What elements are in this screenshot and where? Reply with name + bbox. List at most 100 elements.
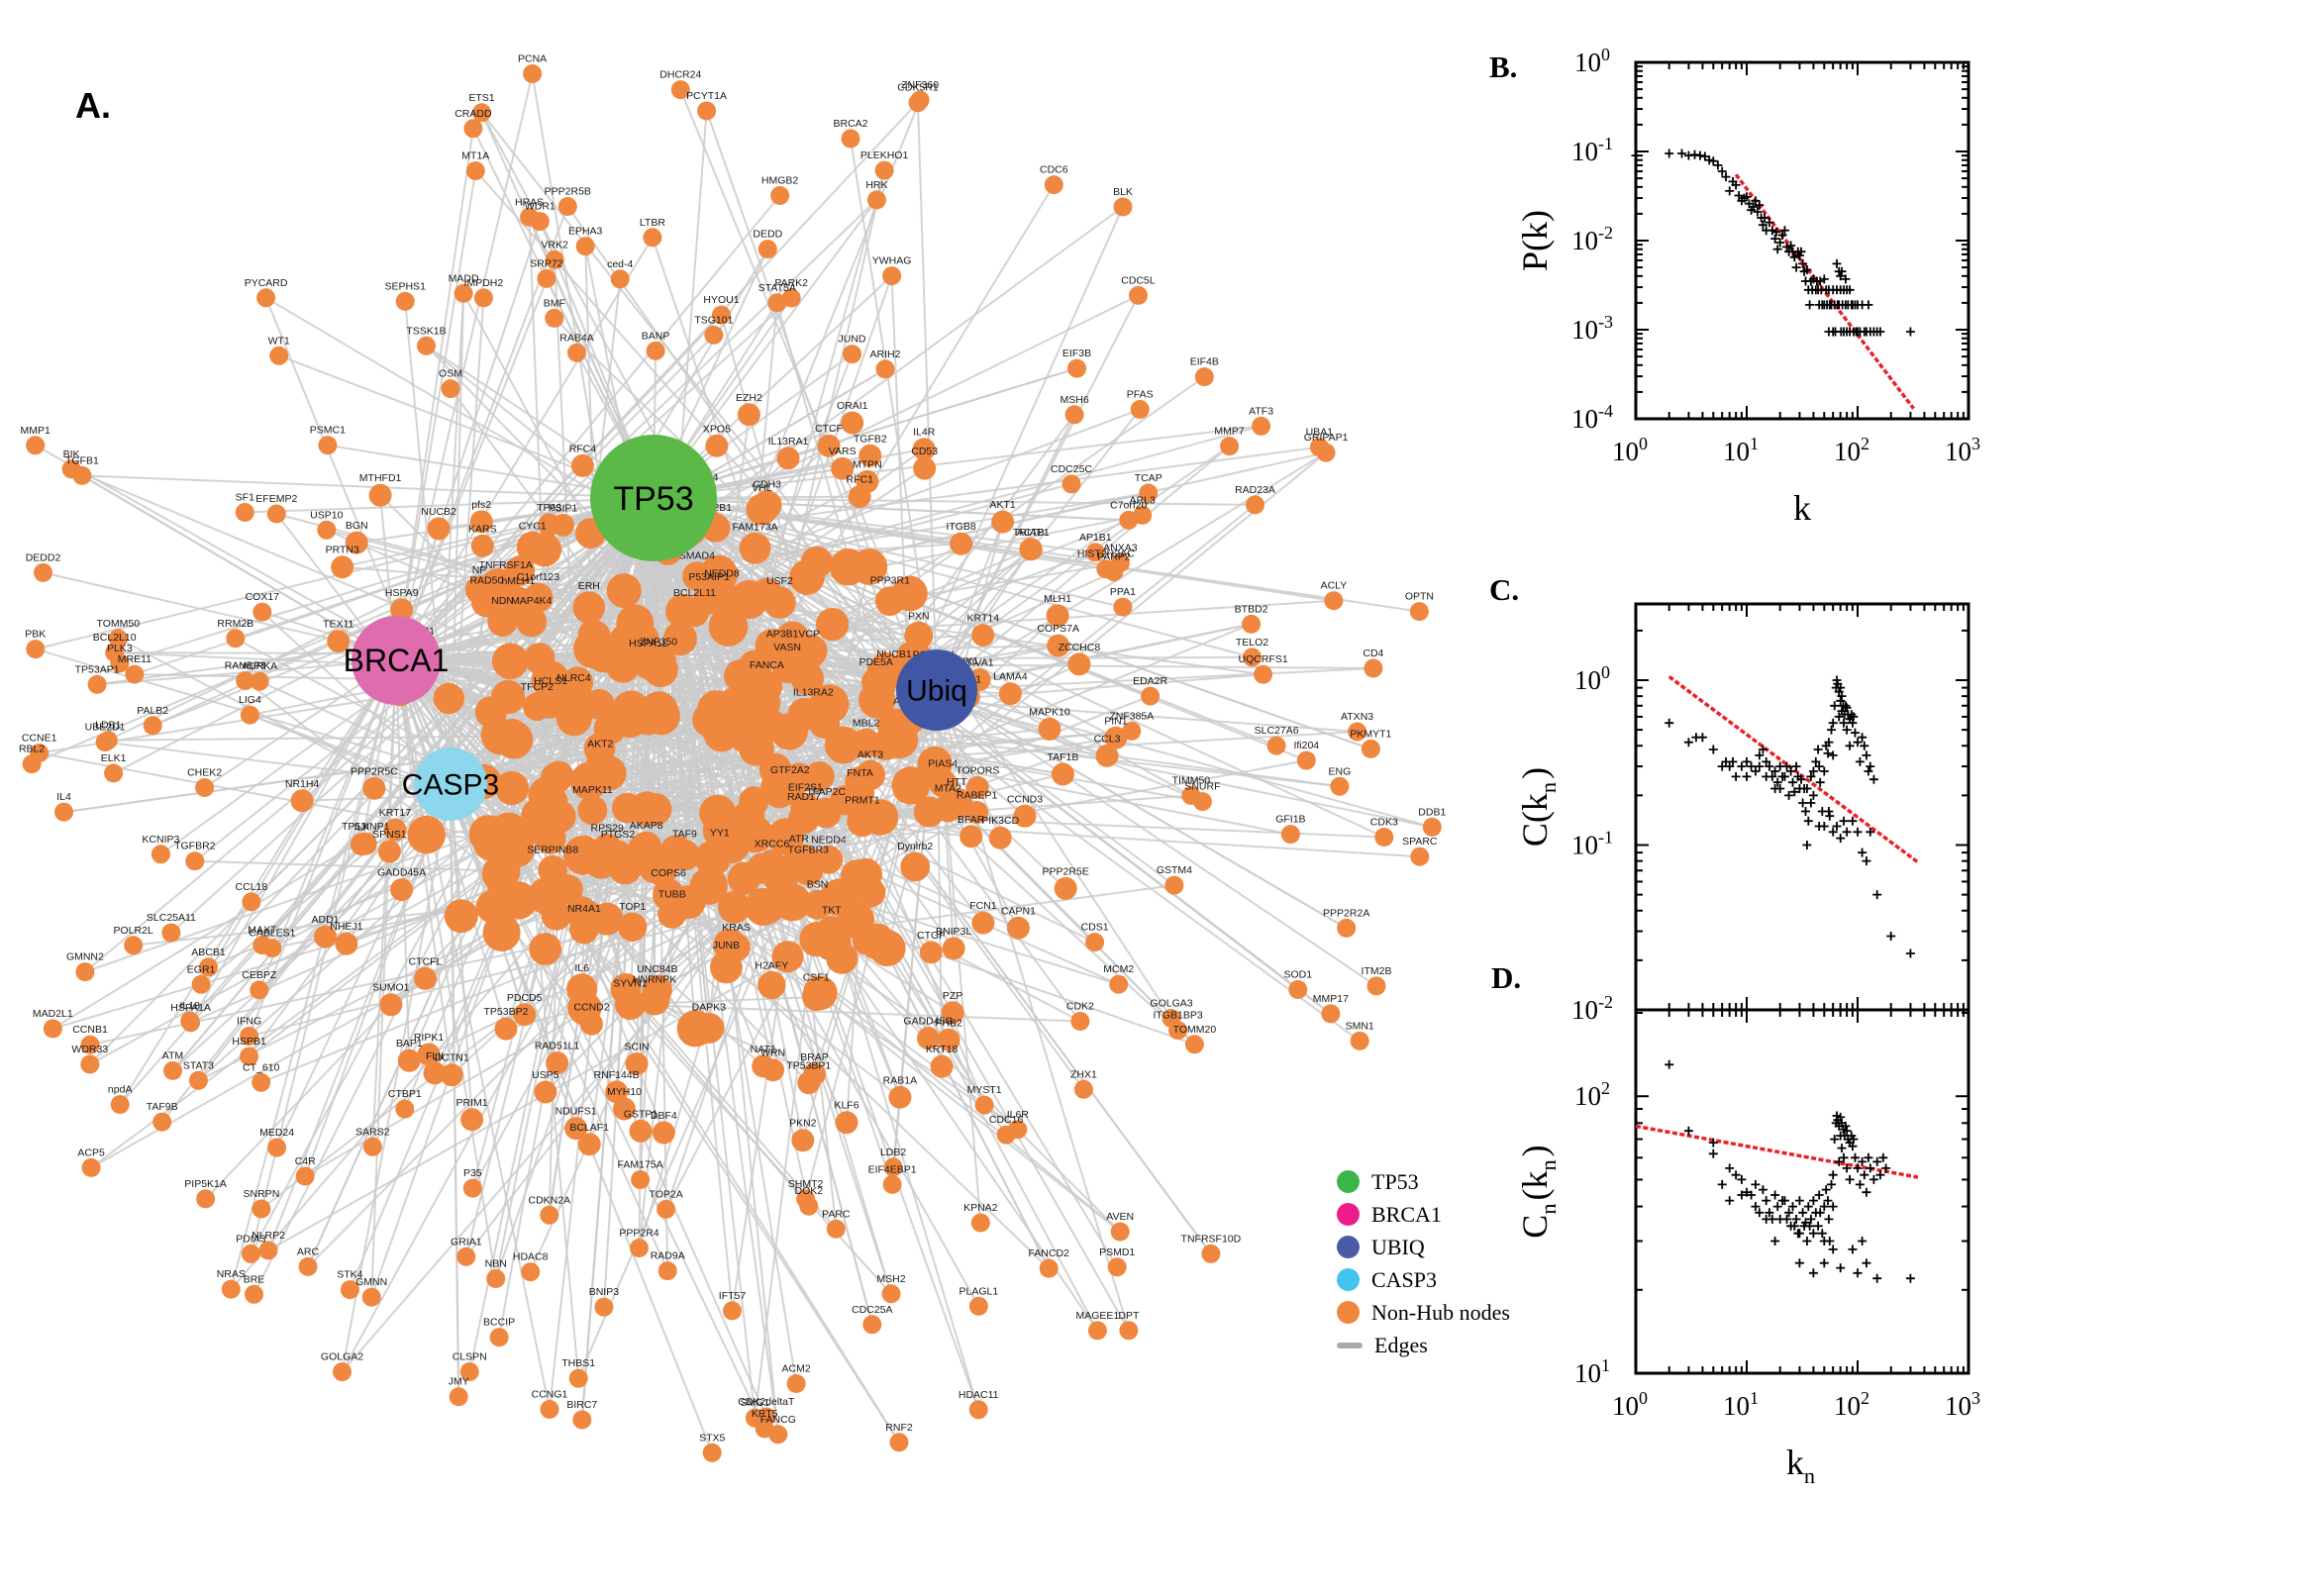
network-node xyxy=(889,1433,909,1452)
network-node xyxy=(960,825,983,848)
network-node-label: HSPB1 xyxy=(232,1036,266,1047)
network-node xyxy=(758,849,786,878)
axis-tick-label: 10-3 xyxy=(1571,312,1613,345)
network-node xyxy=(891,766,931,805)
axis-tick-label: 10-1 xyxy=(1571,134,1613,166)
axis-title: C(kn ) xyxy=(1515,767,1561,847)
network-node-label: KRAS xyxy=(722,922,751,934)
axis-tick-label: 101 xyxy=(1723,434,1759,466)
network-node-label: GADD45G xyxy=(903,1016,953,1028)
scatter-point xyxy=(1814,1190,1824,1200)
scatter-point xyxy=(1683,1126,1693,1136)
network-node xyxy=(758,240,777,259)
network-node xyxy=(108,629,128,648)
hub-node-brca1 xyxy=(352,616,441,705)
network-node-label: CTCFL xyxy=(409,955,443,967)
scatter-point xyxy=(1742,756,1752,766)
network-node-label: MAGEE1 xyxy=(1076,1310,1120,1322)
network-node xyxy=(1181,786,1201,805)
network-node xyxy=(630,1239,649,1257)
network-node xyxy=(252,936,272,955)
network-node xyxy=(417,336,436,355)
network-node-label: MSH2 xyxy=(876,1273,905,1285)
network-node-label: NAT1 xyxy=(751,1044,776,1055)
network-node xyxy=(1064,405,1084,425)
network-node-label: EGR1 xyxy=(187,963,216,975)
scatter-point xyxy=(1777,231,1787,240)
network-node xyxy=(580,1012,603,1036)
scatter-point xyxy=(1814,761,1824,771)
network-node-label: SHMT2 xyxy=(788,1178,824,1190)
network-node xyxy=(1184,1035,1204,1054)
axis-title: kn xyxy=(1786,1443,1818,1488)
network-node xyxy=(54,802,73,822)
panel-label-b: B. xyxy=(1489,50,1518,84)
scatter-point xyxy=(1828,1170,1838,1180)
network-node-label: PSMC1 xyxy=(310,425,346,437)
axis-tick-label: 101 xyxy=(1574,1355,1610,1388)
scatter-point xyxy=(1853,1163,1863,1173)
network-node xyxy=(705,839,734,867)
scatter-point xyxy=(1837,1144,1847,1153)
network-node-label: CSF1 xyxy=(803,971,830,983)
network-node xyxy=(968,1400,988,1420)
axis-ticks xyxy=(1635,61,1970,420)
network-node xyxy=(252,1199,271,1219)
network-node-label: HCLS1 xyxy=(534,675,567,687)
network-node-label: RAD51L1 xyxy=(535,1041,580,1052)
network-node xyxy=(1243,648,1262,667)
network-node xyxy=(252,602,272,622)
network-node xyxy=(1110,1222,1130,1242)
network-edge xyxy=(200,783,452,986)
network-node-label: PRTN3 xyxy=(326,545,359,556)
network-node-label: CCNE1 xyxy=(22,733,57,745)
network-node xyxy=(368,483,392,507)
network-node-label: PCYT1A xyxy=(686,90,727,102)
scatter-point xyxy=(1755,750,1765,760)
network-edge xyxy=(395,194,781,661)
network-edge xyxy=(395,221,542,661)
network-node xyxy=(395,291,415,311)
network-edge xyxy=(81,474,397,661)
network-node xyxy=(327,630,351,653)
network-node xyxy=(463,119,483,139)
network-node-label: NR4A1 xyxy=(567,903,601,915)
network-legend: TP53 BRCA1 UBIQ CASP3 Non-Hub nodes Edge… xyxy=(1337,1169,1510,1357)
network-node-label: ETS1 xyxy=(468,92,494,104)
network-node-label: C1orf123 xyxy=(517,571,559,583)
scatter-point xyxy=(1848,1142,1858,1151)
network-node-label: CCND3 xyxy=(1007,793,1043,805)
axis-tick-label: 100 xyxy=(1574,662,1610,695)
legend-row-nonhub: Non-Hub nodes xyxy=(1337,1300,1510,1325)
legend-label: UBIQ xyxy=(1371,1234,1425,1259)
network-edge xyxy=(230,659,397,1290)
scatter-point xyxy=(1808,1229,1818,1239)
scatter-point xyxy=(1779,1196,1789,1206)
network-node-label: SOD1 xyxy=(1284,969,1313,981)
network-node xyxy=(1039,1258,1059,1278)
network-node-label: RFC1 xyxy=(846,474,873,486)
network-node-label: SEPHS1 xyxy=(384,280,426,292)
scatter-point xyxy=(1823,1196,1833,1206)
network-node-label: PDCD5 xyxy=(507,992,543,1004)
network-node xyxy=(570,453,594,477)
scatter-point xyxy=(1697,733,1707,743)
scatter-point xyxy=(1742,1187,1752,1197)
scatter-point xyxy=(1768,771,1777,781)
scatter-point xyxy=(1760,213,1769,223)
hub-node-casp3 xyxy=(414,748,487,821)
scatter-point xyxy=(1731,771,1741,781)
network-node xyxy=(1410,847,1430,866)
network-node xyxy=(642,974,672,1005)
network-node xyxy=(631,831,661,862)
panel-label-d: D. xyxy=(1491,960,1522,995)
network-node-label: EZH2 xyxy=(736,392,762,404)
network-node xyxy=(1266,736,1286,755)
network-edge xyxy=(617,853,1050,1269)
network-node-label: FAM173A xyxy=(733,521,778,533)
scatter-point xyxy=(1782,242,1791,251)
scatter-point xyxy=(1753,207,1763,217)
network-node-label: RPS29 xyxy=(591,823,624,835)
network-node-label: CABLES1 xyxy=(249,928,295,940)
legend-row-ubiq: UBIQ xyxy=(1337,1234,1510,1259)
